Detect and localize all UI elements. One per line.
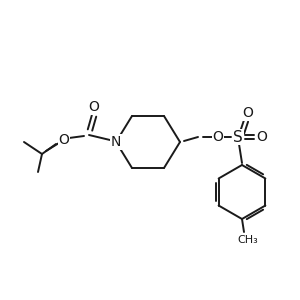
Text: O: O [256,130,267,144]
Text: S: S [233,130,243,145]
Text: O: O [58,133,69,147]
Text: O: O [88,100,99,114]
Text: CH₃: CH₃ [238,235,258,245]
Text: O: O [243,106,254,120]
Text: N: N [111,135,121,149]
Text: O: O [213,130,224,144]
